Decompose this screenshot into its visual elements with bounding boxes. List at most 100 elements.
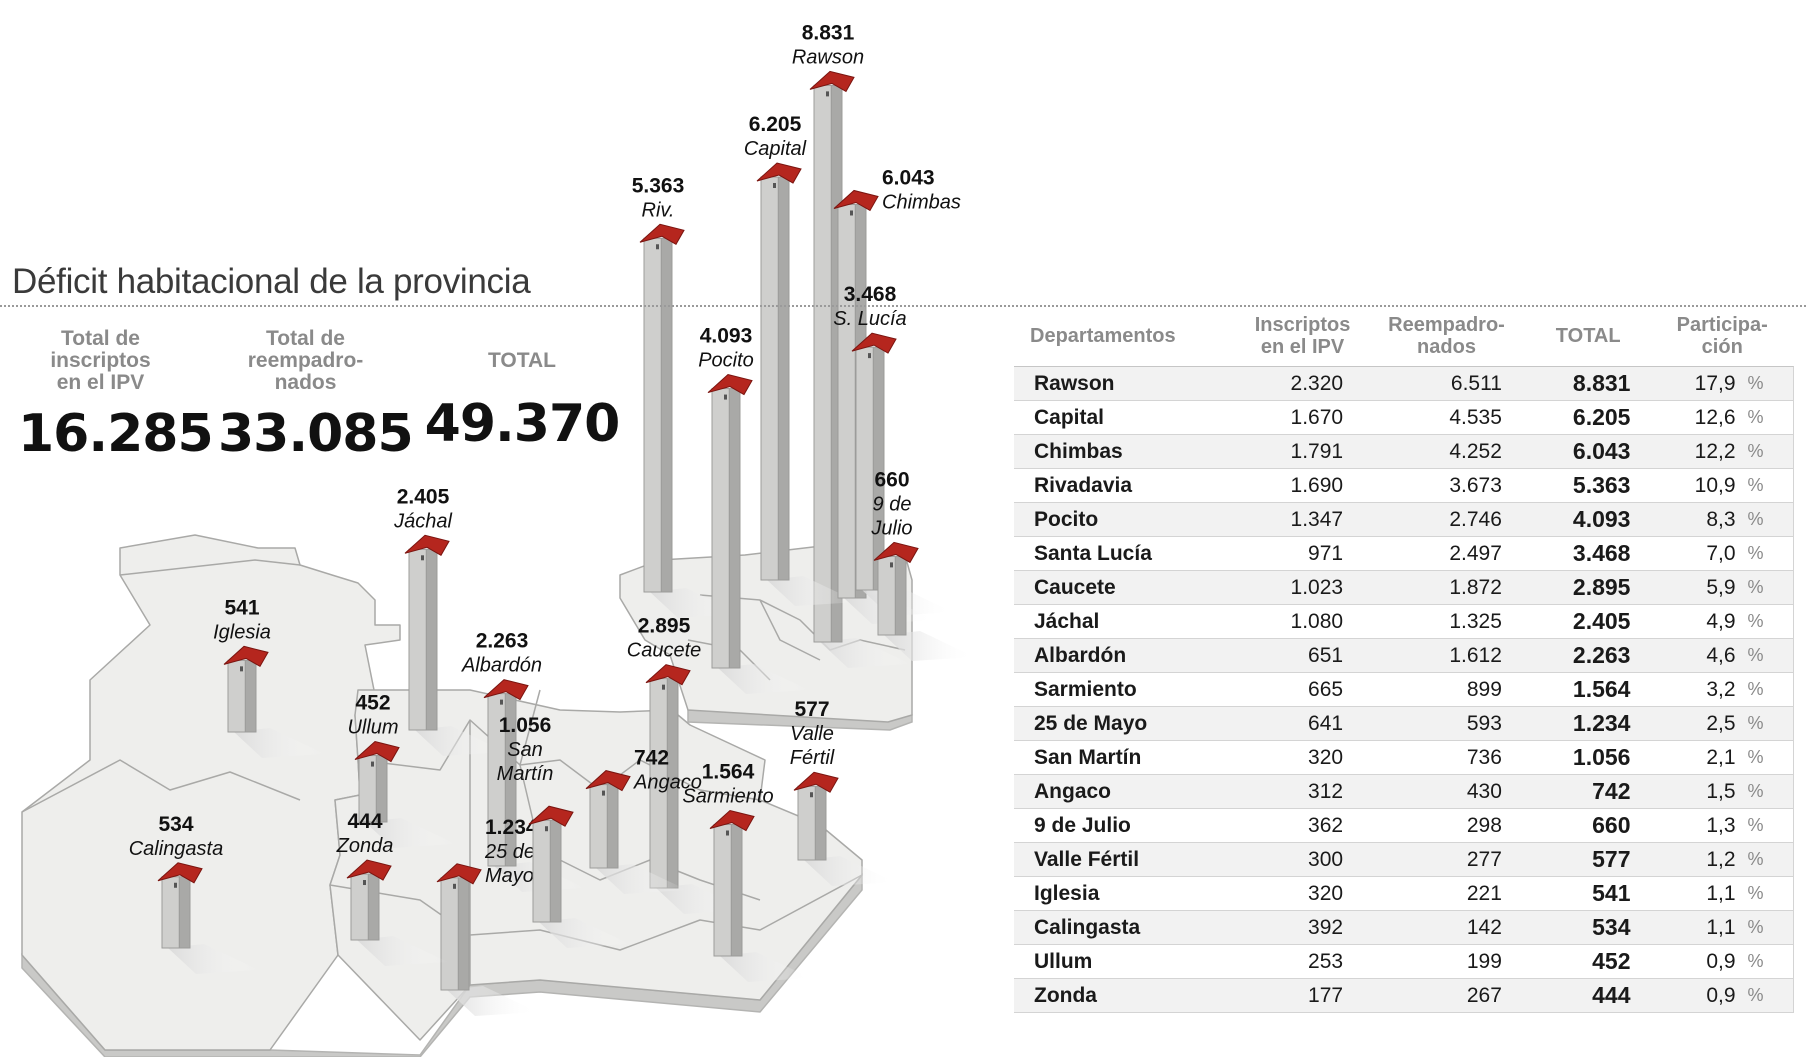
column-12 <box>585 770 687 894</box>
cell-total: 2.263 <box>1525 639 1651 673</box>
column-name-label: Fértil <box>790 747 835 769</box>
column-11 <box>528 805 630 948</box>
cell-percent-sign: % <box>1741 843 1794 877</box>
cell-departamento: Chimbas <box>1014 435 1238 469</box>
cell-reempadronados: 2.746 <box>1367 503 1526 537</box>
column-side <box>777 176 790 581</box>
table-row: Rivadavia 1.690 3.673 5.363 10,9% <box>1014 469 1794 503</box>
column-roof <box>873 541 919 564</box>
cell-departamento: Zonda <box>1014 979 1238 1013</box>
cell-inscriptos: 665 <box>1237 673 1368 707</box>
summary-reemp-label: Total de reempadro- nados <box>247 327 364 394</box>
cell-participacion: 1,1 <box>1650 877 1742 911</box>
cell-total: 2.895 <box>1525 571 1651 605</box>
cell-departamento: Capital <box>1014 401 1238 435</box>
summary-reemp: Total de reempadro- nados 33.085 <box>218 327 414 465</box>
cell-inscriptos: 1.080 <box>1237 605 1368 639</box>
cell-total: 8.831 <box>1525 366 1651 401</box>
column-value-label: 4.093 <box>700 325 753 348</box>
column-shadow <box>539 918 630 948</box>
column-value-label: 8.831 <box>802 21 855 44</box>
cell-departamento: Jáchal <box>1014 605 1238 639</box>
column-value-label: 742 <box>634 747 669 770</box>
column-name-label: Pocito <box>698 350 754 372</box>
column-front <box>643 237 662 593</box>
column-front <box>855 346 874 591</box>
column-roof <box>833 189 879 212</box>
column-roof <box>793 771 839 793</box>
cell-inscriptos: 362 <box>1237 809 1368 843</box>
col-header-inscriptos: Inscriptos en el IPV <box>1254 314 1351 358</box>
column-value-label: 2.895 <box>638 615 691 638</box>
title-divider <box>0 305 1806 307</box>
col-header-participacion: Participa- ción <box>1676 314 1768 358</box>
column-front <box>713 824 732 957</box>
table-row: Chimbas 1.791 4.252 6.043 12,2% <box>1014 435 1794 469</box>
cell-total: 444 <box>1525 979 1651 1013</box>
table-row: Valle Fértil 300 277 577 1,2% <box>1014 843 1794 877</box>
cell-participacion: 0,9 <box>1650 945 1742 979</box>
column-roof <box>639 223 685 245</box>
summary-total-value: 49.370 <box>424 394 621 454</box>
page-title: Déficit habitacional de la provincia <box>12 262 531 301</box>
column-front <box>837 203 856 599</box>
cell-departamento: Rivadavia <box>1014 469 1238 503</box>
column-18 <box>346 859 448 966</box>
column-front <box>532 819 551 923</box>
column-shadow <box>357 936 448 966</box>
column-shadow <box>718 664 809 694</box>
cell-total: 452 <box>1525 945 1651 979</box>
cell-percent-sign: % <box>1741 469 1794 503</box>
cell-inscriptos: 312 <box>1237 775 1368 809</box>
cell-percent-sign: % <box>1741 911 1794 945</box>
cell-departamento: Ullum <box>1014 945 1238 979</box>
cell-total: 5.363 <box>1525 469 1651 503</box>
column-shadow <box>596 864 687 894</box>
column-side <box>606 784 619 869</box>
column-side <box>425 548 438 731</box>
column-window <box>174 882 177 888</box>
cell-reempadronados: 199 <box>1367 945 1526 979</box>
column-window <box>890 562 893 568</box>
cell-total: 6.205 <box>1525 401 1651 435</box>
column-17 <box>354 741 456 848</box>
column-name-label: S. Lucía <box>833 308 906 330</box>
cell-total: 4.093 <box>1525 503 1651 537</box>
cell-participacion: 10,9 <box>1650 469 1742 503</box>
cell-reempadronados: 3.673 <box>1367 469 1526 503</box>
table-row: Pocito 1.347 2.746 4.093 8,3% <box>1014 503 1794 537</box>
column-roof <box>483 679 529 701</box>
column-roof <box>157 862 203 884</box>
column-4 <box>707 374 809 694</box>
column-window <box>656 244 659 250</box>
cell-total: 2.405 <box>1525 605 1651 639</box>
cell-inscriptos: 320 <box>1237 877 1368 911</box>
cell-inscriptos: 1.670 <box>1237 401 1368 435</box>
column-front <box>440 877 459 991</box>
column-roof <box>851 332 897 354</box>
column-roof <box>645 664 691 686</box>
cell-participacion: 12,6 <box>1650 401 1742 435</box>
summary-total: TOTAL 49.370 <box>422 328 622 455</box>
column-side <box>549 819 562 923</box>
cell-reempadronados: 4.535 <box>1367 401 1526 435</box>
column-value-label: 1.056 <box>499 714 552 737</box>
column-window <box>826 91 829 97</box>
cell-inscriptos: 641 <box>1237 707 1368 741</box>
column-value-label: 444 <box>347 810 382 833</box>
cell-percent-sign: % <box>1741 809 1794 843</box>
cell-reempadronados: 4.252 <box>1367 435 1526 469</box>
column-shadow <box>720 952 811 982</box>
cell-participacion: 4,9 <box>1650 605 1742 639</box>
column-roof <box>809 70 855 93</box>
column-front <box>589 784 608 869</box>
column-16 <box>157 862 259 974</box>
column-9 <box>709 809 811 982</box>
column-roof <box>528 805 574 827</box>
cell-participacion: 4,6 <box>1650 639 1742 673</box>
table-row: Albardón 651 1.612 2.263 4,6% <box>1014 639 1794 673</box>
column-side <box>730 824 743 957</box>
column-shadow <box>234 728 325 758</box>
table-row: Capital 1.670 4.535 6.205 12,6% <box>1014 401 1794 435</box>
